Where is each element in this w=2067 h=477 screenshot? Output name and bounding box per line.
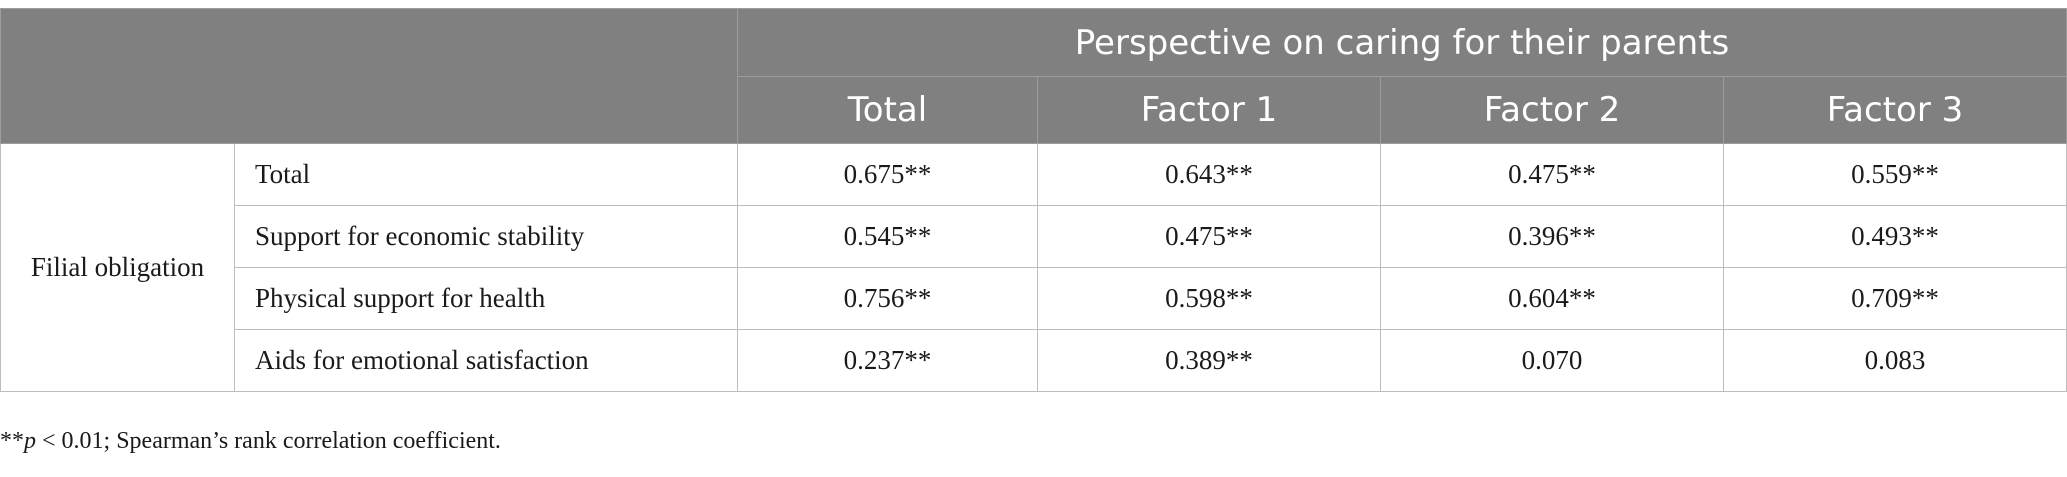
header-group-title: Perspective on caring for their parents <box>736 8 2067 77</box>
footnote-variable: p <box>24 428 36 454</box>
table-row: Physical support for health 0.756** 0.59… <box>1 267 2067 330</box>
table-cell: 0.396** <box>1380 205 1724 268</box>
table-cell: 0.493** <box>1722 205 2067 268</box>
row-label: Aids for emotional satisfaction <box>234 329 738 392</box>
row-label: Physical support for health <box>234 267 738 330</box>
table-cell: 0.083 <box>1722 329 2067 392</box>
header-col-total: Total <box>737 76 1038 144</box>
table-cell: 0.675** <box>737 143 1038 206</box>
table-row: Filial obligation Total 0.675** 0.643** … <box>0 143 2067 392</box>
header-col-factor-3: Factor 3 <box>1722 76 2067 144</box>
table-footnote: **p < 0.01; Spearman’s rank correlation … <box>0 428 501 455</box>
footnote-prefix: ** <box>0 428 24 454</box>
header-col-factor-1: Factor 1 <box>1037 76 1381 144</box>
header-col-factor-2: Factor 2 <box>1380 76 1724 144</box>
row-group-label: Filial obligation <box>0 143 235 392</box>
header-empty-cell <box>0 8 738 144</box>
table-cell: 0.545** <box>737 205 1038 268</box>
table-cell: 0.598** <box>1037 267 1381 330</box>
table-cell: 0.604** <box>1380 267 1724 330</box>
table-cell: 0.709** <box>1722 267 2067 330</box>
table-cell: 0.237** <box>737 329 1038 392</box>
row-label: Total <box>234 143 738 206</box>
table-row: Support for economic stability 0.545** 0… <box>1 205 2067 268</box>
table-cell: 0.559** <box>1722 143 2067 206</box>
correlation-table: Perspective on caring for their parents … <box>0 8 2067 392</box>
table-cell: 0.389** <box>1037 329 1381 392</box>
table-cell: 0.643** <box>1037 143 1381 206</box>
table-cell: 0.070 <box>1380 329 1724 392</box>
footnote-text: < 0.01; Spearman’s rank correlation coef… <box>36 428 501 454</box>
row-label: Support for economic stability <box>234 205 738 268</box>
table-cell: 0.756** <box>737 267 1038 330</box>
table-row: Aids for emotional satisfaction 0.237** … <box>1 329 2067 392</box>
table-cell: 0.475** <box>1380 143 1724 206</box>
table-cell: 0.475** <box>1037 205 1381 268</box>
